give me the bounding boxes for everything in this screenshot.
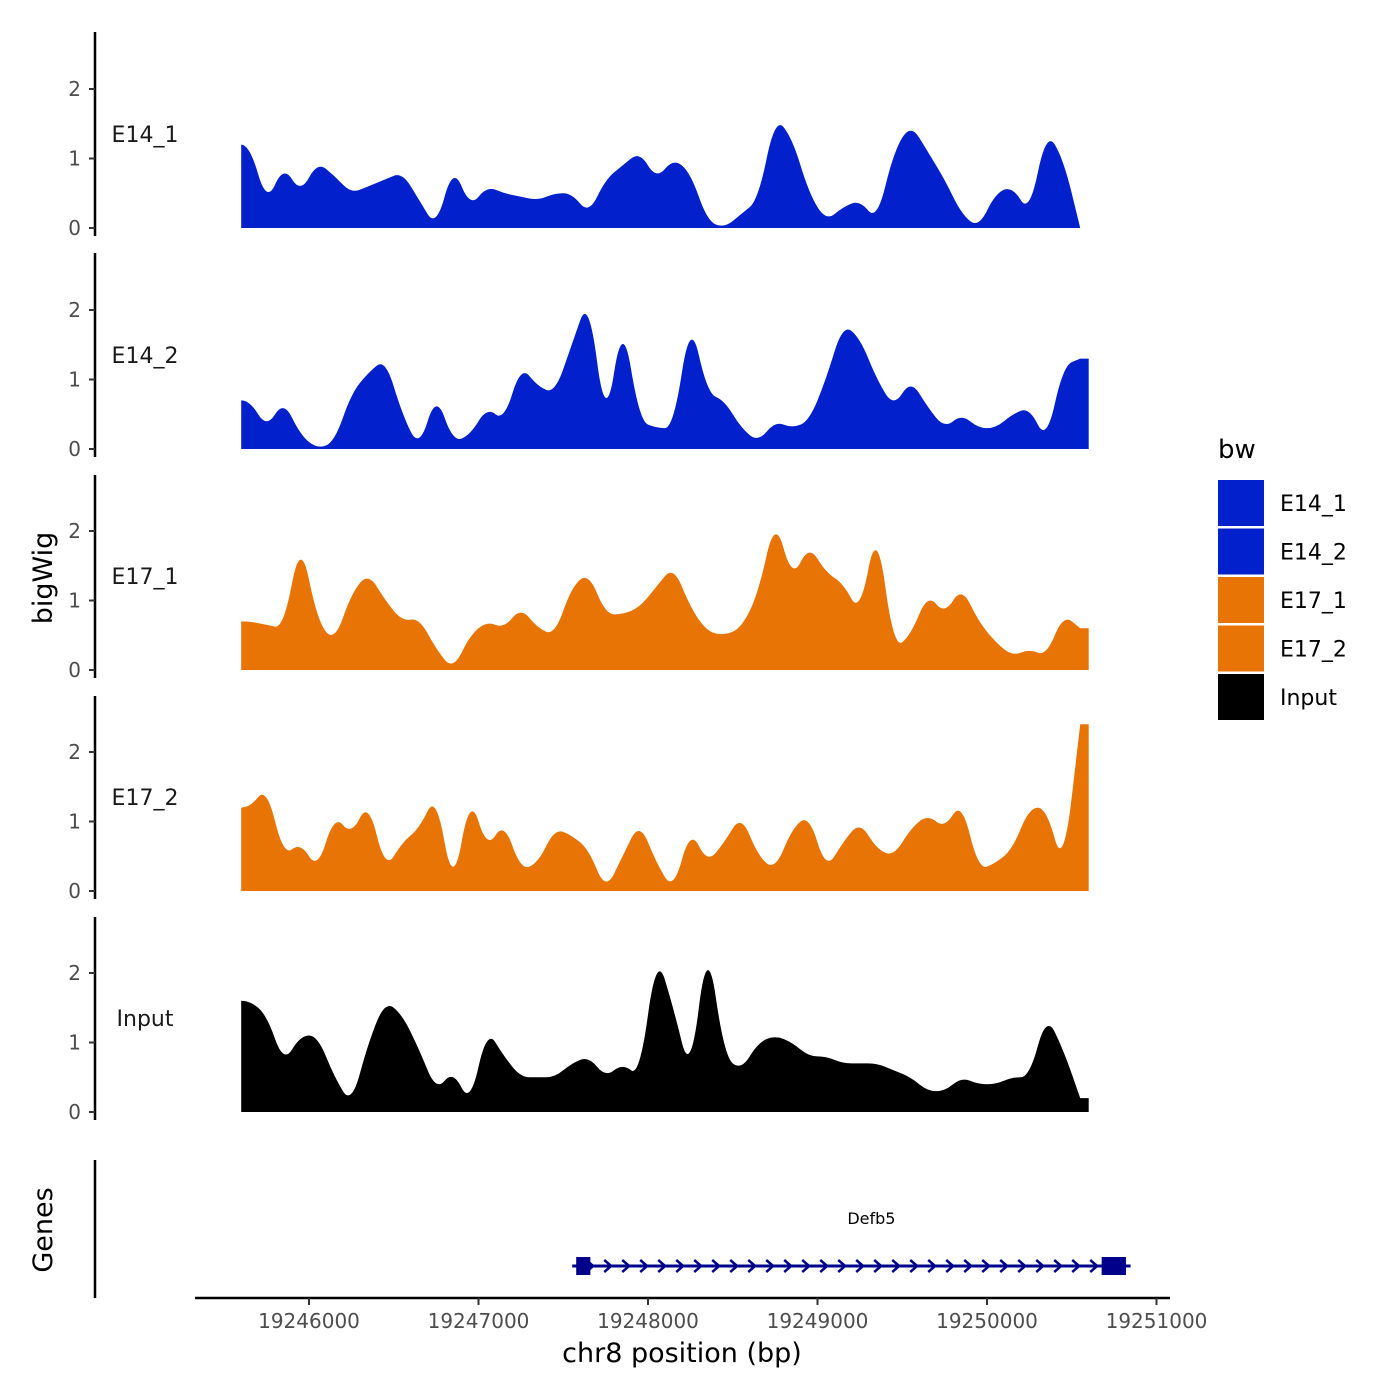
y-tick-label: 2	[68, 519, 81, 543]
x-tick-label: 19248000	[597, 1309, 699, 1333]
y-tick-label: 0	[68, 216, 81, 240]
legend-label: E17_2	[1280, 638, 1347, 663]
strand-chevron	[981, 1259, 992, 1273]
strand-chevron	[603, 1259, 614, 1273]
y-tick-label: 1	[68, 1031, 81, 1055]
strand-chevron	[765, 1259, 776, 1273]
legend-label: E14_2	[1280, 541, 1347, 566]
x-axis-title: chr8 position (bp)	[562, 1338, 802, 1369]
legend-entry: E14_1	[1218, 480, 1347, 526]
x-tick-label: 19249000	[767, 1309, 869, 1333]
legend-swatch	[1218, 480, 1264, 526]
genes-track-title: Genes	[28, 1187, 59, 1272]
strand-chevron	[711, 1259, 722, 1273]
tracks-layer: 0 1 2 E14_1 0 1 2 E14_2 0 1 2 E17_1 0 1 2 E17_2 0 1 2 Input	[68, 32, 1089, 1124]
legend-entry: E14_2	[1218, 528, 1347, 575]
y-axis-title: bigWig	[28, 532, 59, 625]
strand-chevron	[621, 1259, 632, 1273]
strand-chevron	[855, 1259, 866, 1273]
strand-chevron	[963, 1259, 974, 1273]
coverage-area	[241, 534, 1089, 670]
coverage-area	[241, 125, 1089, 228]
track-e17-2: 0 1 2 E17_2	[68, 696, 1089, 903]
strand-chevron	[837, 1259, 848, 1273]
legend-title: bw	[1218, 435, 1256, 465]
x-tick-label: 19251000	[1106, 1309, 1208, 1333]
gene-defb5: Defb5	[572, 1209, 1131, 1275]
strand-chevron	[1089, 1259, 1100, 1273]
strand-chevron	[729, 1259, 740, 1273]
legend: E14_1 E14_2 E17_1 E17_2 Input	[1218, 480, 1347, 720]
gene-layer: Defb5	[93, 1160, 1131, 1298]
legend-label: Input	[1280, 686, 1337, 711]
track-label: Input	[117, 1007, 174, 1032]
track-label: E17_2	[112, 786, 179, 811]
legend-swatch	[1218, 674, 1264, 720]
strand-chevron	[909, 1259, 920, 1273]
y-tick-label: 1	[68, 368, 81, 392]
exon-block	[576, 1257, 591, 1275]
legend-entry: E17_2	[1218, 625, 1347, 672]
y-tick-label: 2	[68, 740, 81, 764]
x-tick-label: 19247000	[428, 1309, 530, 1333]
coverage-area	[241, 724, 1089, 891]
y-tick-label: 1	[68, 147, 81, 171]
y-tick-label: 2	[68, 77, 81, 101]
strand-chevron	[693, 1259, 704, 1273]
y-tick-label: 2	[68, 961, 81, 985]
legend-swatch	[1218, 625, 1264, 672]
legend-entry: Input	[1218, 674, 1337, 720]
strand-chevron	[873, 1259, 884, 1273]
y-tick-label: 2	[68, 298, 81, 322]
strand-chevron	[927, 1259, 938, 1273]
exon-block	[1101, 1257, 1126, 1275]
strand-chevron	[819, 1259, 830, 1273]
strand-chevron	[657, 1259, 668, 1273]
track-e14-1: 0 1 2 E14_1	[68, 32, 1089, 240]
track-label: E14_1	[112, 123, 179, 148]
legend-label: E17_1	[1280, 589, 1347, 614]
track-input: 0 1 2 Input	[68, 917, 1089, 1124]
strand-chevron	[801, 1259, 812, 1273]
track-label: E14_2	[112, 344, 179, 369]
strand-chevron	[1053, 1259, 1064, 1273]
strand-chevron	[639, 1259, 650, 1273]
strand-chevron	[1071, 1259, 1082, 1273]
legend-label: E14_1	[1280, 492, 1347, 517]
strand-chevron	[999, 1259, 1010, 1273]
x-axis: 19246000 19247000 19248000 19249000 19250000…	[195, 1296, 1208, 1333]
track-e14-2: 0 1 2 E14_2	[68, 253, 1089, 461]
gene-name-label: Defb5	[847, 1209, 895, 1228]
y-tick-label: 1	[68, 810, 81, 834]
strand-chevron	[783, 1259, 794, 1273]
strand-chevron	[747, 1259, 758, 1273]
coverage-area	[241, 970, 1089, 1112]
legend-swatch	[1218, 528, 1264, 575]
track-label: E17_1	[112, 565, 179, 590]
y-tick-label: 0	[68, 879, 81, 903]
track-e17-1: 0 1 2 E17_1	[68, 475, 1089, 682]
strand-chevron	[675, 1259, 686, 1273]
strand-chevron	[1035, 1259, 1046, 1273]
y-tick-label: 0	[68, 658, 81, 682]
strand-chevron	[891, 1259, 902, 1273]
x-tick-label: 19246000	[258, 1309, 360, 1333]
legend-entry: E17_1	[1218, 577, 1347, 623]
legend-swatch	[1218, 577, 1264, 623]
strand-chevron	[1017, 1259, 1028, 1273]
strand-chevron	[945, 1259, 956, 1273]
x-tick-label: 19250000	[936, 1309, 1038, 1333]
y-tick-label: 0	[68, 1100, 81, 1124]
y-tick-label: 1	[68, 589, 81, 613]
coverage-area	[241, 313, 1089, 449]
y-tick-label: 0	[68, 437, 81, 461]
